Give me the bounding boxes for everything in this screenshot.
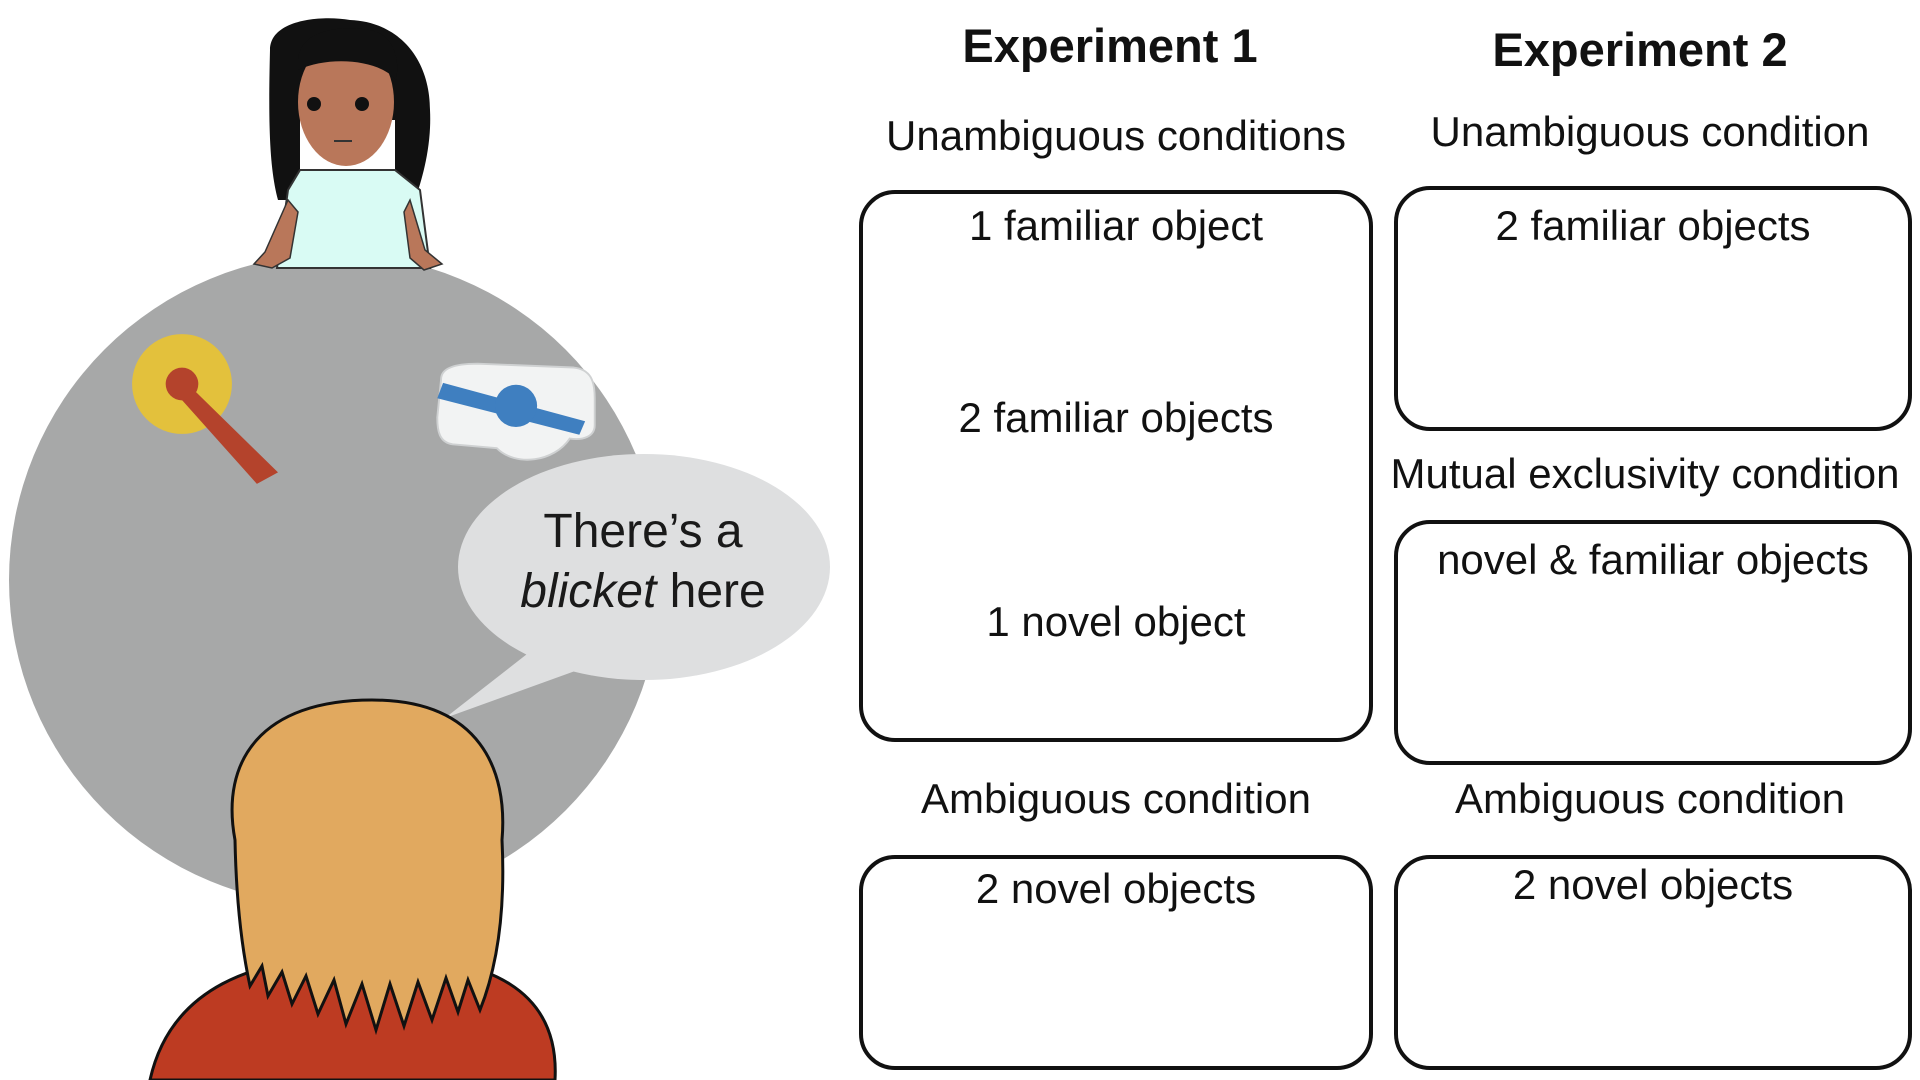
speech-bubble-text: There’s a blicket here bbox=[478, 502, 808, 622]
e2-mutual-exclusivity-label: Mutual exclusivity condition bbox=[1390, 450, 1900, 497]
e2-item-2-familiar: 2 familiar objects bbox=[1495, 202, 1811, 249]
speech-line-1: There’s a bbox=[543, 505, 743, 558]
experiment2-heading: Experiment 2 bbox=[1492, 23, 1788, 76]
e1-item-2-novel: 2 novel objects bbox=[975, 865, 1257, 912]
adult-figure bbox=[252, 18, 444, 271]
e1-ambiguous-label: Ambiguous condition bbox=[921, 775, 1311, 822]
e2-item-novel-familiar: novel & familiar objects bbox=[1437, 536, 1869, 583]
e2-unambiguous-label: Unambiguous condition bbox=[1430, 108, 1870, 155]
novel-word: blicket bbox=[520, 565, 657, 618]
e2-ambiguous-label: Ambiguous condition bbox=[1455, 775, 1845, 822]
e2-unambiguous-panel: 2 familiar objects bbox=[1394, 186, 1912, 431]
e1-ambiguous-panel: 2 novel objects bbox=[859, 855, 1373, 1070]
child-figure bbox=[148, 698, 557, 1080]
e1-item-1-novel: 1 novel object bbox=[986, 598, 1246, 645]
speech-line-2: blicket here bbox=[478, 562, 808, 622]
e2-ambiguous-panel: 2 novel objects bbox=[1394, 855, 1912, 1070]
experiment1-heading: Experiment 1 bbox=[962, 19, 1258, 72]
speech-bubble bbox=[445, 454, 830, 718]
e1-unambiguous-panel: 1 familiar object 2 familiar objects 1 n… bbox=[859, 190, 1373, 742]
e2-mutual-exclusivity-panel: novel & familiar objects bbox=[1394, 520, 1912, 765]
e1-item-2-familiar: 2 familiar objects bbox=[958, 394, 1274, 441]
speech-line-2-rest: here bbox=[656, 565, 766, 618]
e2-item-2-novel: 2 novel objects bbox=[1512, 861, 1794, 908]
e1-unambiguous-label: Unambiguous conditions bbox=[886, 112, 1346, 159]
e1-item-1-familiar: 1 familiar object bbox=[968, 202, 1264, 249]
